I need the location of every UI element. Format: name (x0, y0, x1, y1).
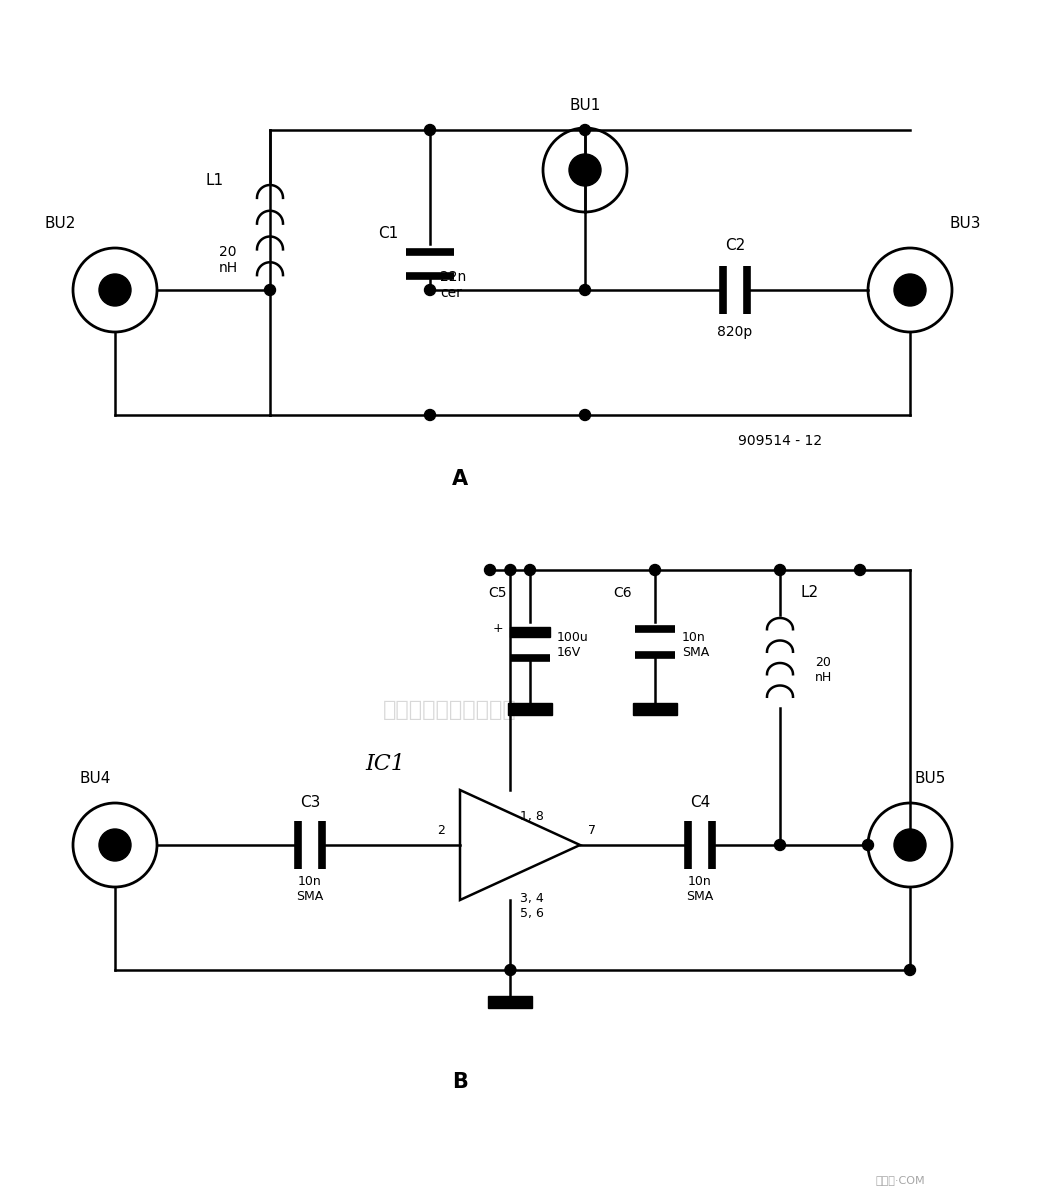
Text: 820p: 820p (718, 325, 753, 338)
Circle shape (649, 564, 661, 576)
Text: 22n
cer: 22n cer (440, 270, 467, 300)
Circle shape (904, 965, 916, 976)
Circle shape (99, 274, 131, 306)
Text: BU4: BU4 (79, 770, 111, 786)
Circle shape (775, 840, 785, 851)
Text: 接线图·COM: 接线图·COM (875, 1175, 925, 1186)
Text: BU2: BU2 (45, 216, 76, 230)
Circle shape (569, 154, 601, 186)
Text: B: B (452, 1072, 468, 1092)
Text: IC1: IC1 (365, 754, 404, 775)
Text: C5: C5 (488, 586, 507, 600)
Text: C6: C6 (614, 586, 633, 600)
Circle shape (863, 840, 873, 851)
Bar (488, 996, 532, 1008)
Text: 20
nH: 20 nH (815, 656, 833, 684)
Circle shape (505, 564, 515, 576)
Circle shape (525, 564, 535, 576)
Text: 10n
SMA: 10n SMA (682, 631, 709, 659)
Circle shape (505, 965, 515, 976)
Text: L2: L2 (800, 584, 818, 600)
Circle shape (775, 564, 785, 576)
Circle shape (424, 409, 436, 420)
Circle shape (854, 564, 866, 576)
Circle shape (580, 125, 590, 136)
Text: L1: L1 (206, 173, 224, 188)
Circle shape (484, 564, 496, 576)
Text: 20
nH: 20 nH (219, 245, 237, 275)
Bar (508, 703, 552, 715)
Bar (510, 626, 550, 637)
Text: BU1: BU1 (569, 98, 600, 113)
Text: 1, 8: 1, 8 (521, 810, 544, 823)
Text: 100u
16V: 100u 16V (557, 631, 589, 659)
Circle shape (424, 284, 436, 295)
Bar (633, 703, 677, 715)
Text: C2: C2 (725, 238, 746, 253)
Text: 909514 - 12: 909514 - 12 (738, 434, 822, 448)
Circle shape (264, 284, 276, 295)
Text: 10n
SMA: 10n SMA (297, 875, 324, 902)
Text: 10n
SMA: 10n SMA (686, 875, 713, 902)
Text: BU5: BU5 (915, 770, 946, 786)
Text: +: + (493, 622, 503, 635)
Circle shape (99, 829, 131, 862)
Circle shape (894, 274, 926, 306)
Text: C4: C4 (690, 794, 710, 810)
Text: 7: 7 (588, 824, 596, 838)
Circle shape (894, 829, 926, 862)
Text: 2: 2 (438, 824, 445, 838)
Circle shape (580, 284, 590, 295)
Text: 3, 4
5, 6: 3, 4 5, 6 (521, 892, 544, 920)
Circle shape (424, 125, 436, 136)
Text: A: A (452, 469, 468, 490)
Text: 杭州将睽科技有限公司: 杭州将睽科技有限公司 (383, 700, 516, 720)
Circle shape (580, 409, 590, 420)
Circle shape (904, 840, 916, 851)
Text: C1: C1 (377, 226, 398, 241)
Text: BU3: BU3 (949, 216, 981, 230)
Text: C3: C3 (300, 794, 320, 810)
